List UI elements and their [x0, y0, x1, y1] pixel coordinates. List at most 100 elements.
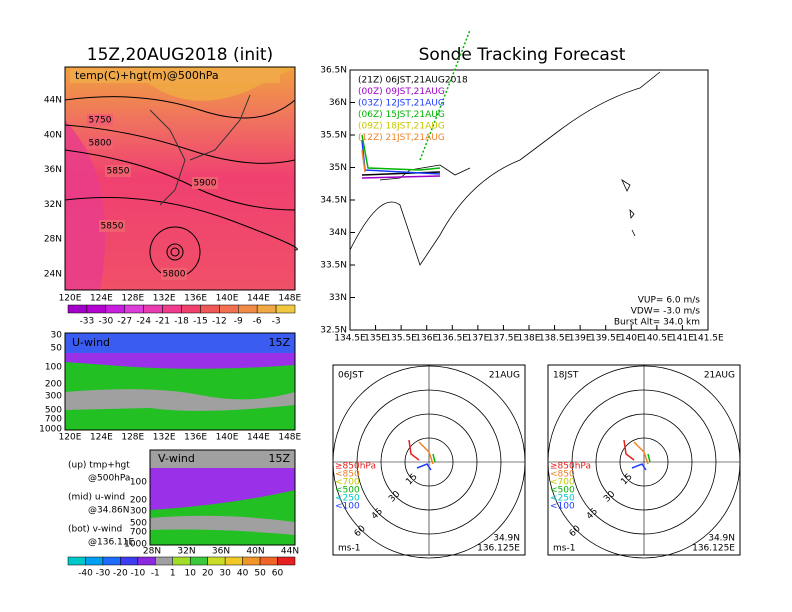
v-wind-shade — [150, 468, 295, 510]
tick-label: 300 — [130, 507, 147, 517]
tick-label: 132E — [153, 294, 176, 304]
contour-label: 5800 — [163, 270, 186, 280]
contour-label-bg — [99, 220, 125, 232]
tick-label: 10 — [185, 569, 197, 579]
tick-label: 141.5E — [692, 334, 724, 344]
hodo-date: 21AUG — [489, 371, 520, 381]
contour-label-bg — [161, 268, 187, 280]
tick-label: -30 — [96, 569, 111, 579]
legend-entry: (03Z) 12JST,21AUG — [358, 99, 445, 109]
tick-label: 124E — [90, 294, 113, 304]
tick-label: -30 — [98, 317, 113, 327]
contour-label-bg — [87, 137, 113, 149]
tick-label: 120E — [59, 294, 82, 304]
tick-label: 135E — [364, 334, 387, 344]
tick-label: 1000 — [124, 540, 147, 550]
track-title: Sonde Tracking Forecast — [419, 45, 626, 65]
tick-label: 500 — [130, 519, 147, 529]
note: (up) tmp+hgt — [68, 461, 130, 471]
map-frame — [64, 66, 296, 291]
v-wind-shade — [150, 450, 295, 468]
colorbar-cell — [143, 304, 163, 314]
contour-label-bg — [192, 177, 218, 189]
tick-label: 200 — [130, 496, 147, 506]
tick-label: 136E — [415, 334, 438, 344]
tick-label: -12 — [212, 317, 227, 327]
level-legend: <100 — [335, 502, 360, 512]
tick-label: 1000 — [39, 425, 62, 435]
tick-label: 138E — [518, 334, 541, 344]
tick-label: -27 — [117, 317, 132, 327]
tick-label: 700 — [45, 415, 62, 425]
hodo-date: 21AUG — [704, 371, 735, 381]
tick-label: -9 — [234, 317, 243, 327]
contour-label: 5750 — [89, 116, 112, 126]
legend-entry: (09Z) 18JST,21AUG — [358, 122, 445, 132]
hodo-lat: 34.9N — [493, 534, 520, 544]
tick-label: 500 — [45, 406, 62, 416]
tick-label: 44N — [281, 547, 299, 557]
colorbar-cell — [105, 304, 126, 314]
tick-label: 148E — [278, 433, 301, 443]
tick-label: 100 — [45, 363, 62, 373]
colorbar-cell — [238, 304, 258, 314]
hodo-trace — [631, 463, 647, 471]
colorbar-cell — [155, 556, 174, 566]
level-legend: <250 — [550, 494, 575, 504]
tick-label: 50 — [51, 344, 63, 354]
colorbar-cell — [275, 304, 296, 314]
tick-label: 140E — [620, 334, 643, 344]
tick-label: 128E — [121, 294, 144, 304]
tick-label: -10 — [130, 569, 145, 579]
tick-label: 200 — [45, 380, 62, 390]
u-wind-shade — [65, 353, 295, 369]
level-legend: <850 — [335, 470, 360, 480]
tick-label: -40 — [78, 569, 93, 579]
level-legend: <850 — [550, 470, 575, 480]
colorbar-cell — [189, 556, 208, 566]
tick-label: 148E — [278, 294, 301, 304]
tick-label: 32N — [44, 200, 62, 210]
tick-label: 36N — [44, 165, 62, 175]
tracks — [361, 29, 471, 179]
tick-label: 144E — [247, 294, 270, 304]
tick-label: 135.5E — [385, 334, 417, 344]
contour-label-bg — [87, 114, 113, 126]
contour-label-bg — [105, 165, 131, 177]
tick-label: -33 — [80, 317, 95, 327]
tick-label: -18 — [174, 317, 189, 327]
colorbar-cell — [181, 304, 201, 314]
colorbar-cell — [277, 556, 296, 566]
map-title: 15Z,20AUG2018 (init) — [87, 45, 273, 65]
hodo-time: 06JST — [338, 371, 364, 381]
colorbar-cell — [85, 556, 104, 566]
tick-label: 32N — [177, 547, 195, 557]
contour-label: 5850 — [107, 167, 130, 177]
colorbar-cell — [102, 556, 121, 566]
tick-label: 138.5E — [539, 334, 571, 344]
tick-label: 140E — [216, 433, 239, 443]
v-wind-time: 15Z — [268, 452, 290, 465]
tick-label: 34.5N — [320, 196, 347, 206]
hodo-unit: ms-1 — [338, 544, 360, 554]
tick-label: -15 — [193, 317, 208, 327]
tick-label: 50 — [254, 569, 266, 579]
v-wind-frame — [149, 449, 296, 546]
colorbar-cell — [137, 556, 156, 566]
colorbar-cell — [207, 556, 226, 566]
tick-label: 134.5E — [334, 334, 366, 344]
colorbar-cell — [120, 556, 139, 566]
label-box — [70, 69, 280, 83]
level-legend: ≥850hPa — [335, 462, 376, 472]
legend-entry: (06Z) 15JST,21AUG — [358, 110, 445, 120]
level-legend: ≥850hPa — [550, 462, 591, 472]
tick-label: -21 — [155, 317, 170, 327]
colorbar-cell — [224, 556, 243, 566]
tick-label: 40 — [237, 569, 249, 579]
tick-label: -3 — [272, 317, 281, 327]
hodo-trace — [633, 441, 649, 465]
legend-entry: (12Z) 21JST,21AUG — [358, 133, 445, 143]
info: Burst Alt= 34.0 km — [614, 318, 700, 328]
tick-label: 139E — [569, 334, 592, 344]
colorbar-cell — [162, 304, 182, 314]
